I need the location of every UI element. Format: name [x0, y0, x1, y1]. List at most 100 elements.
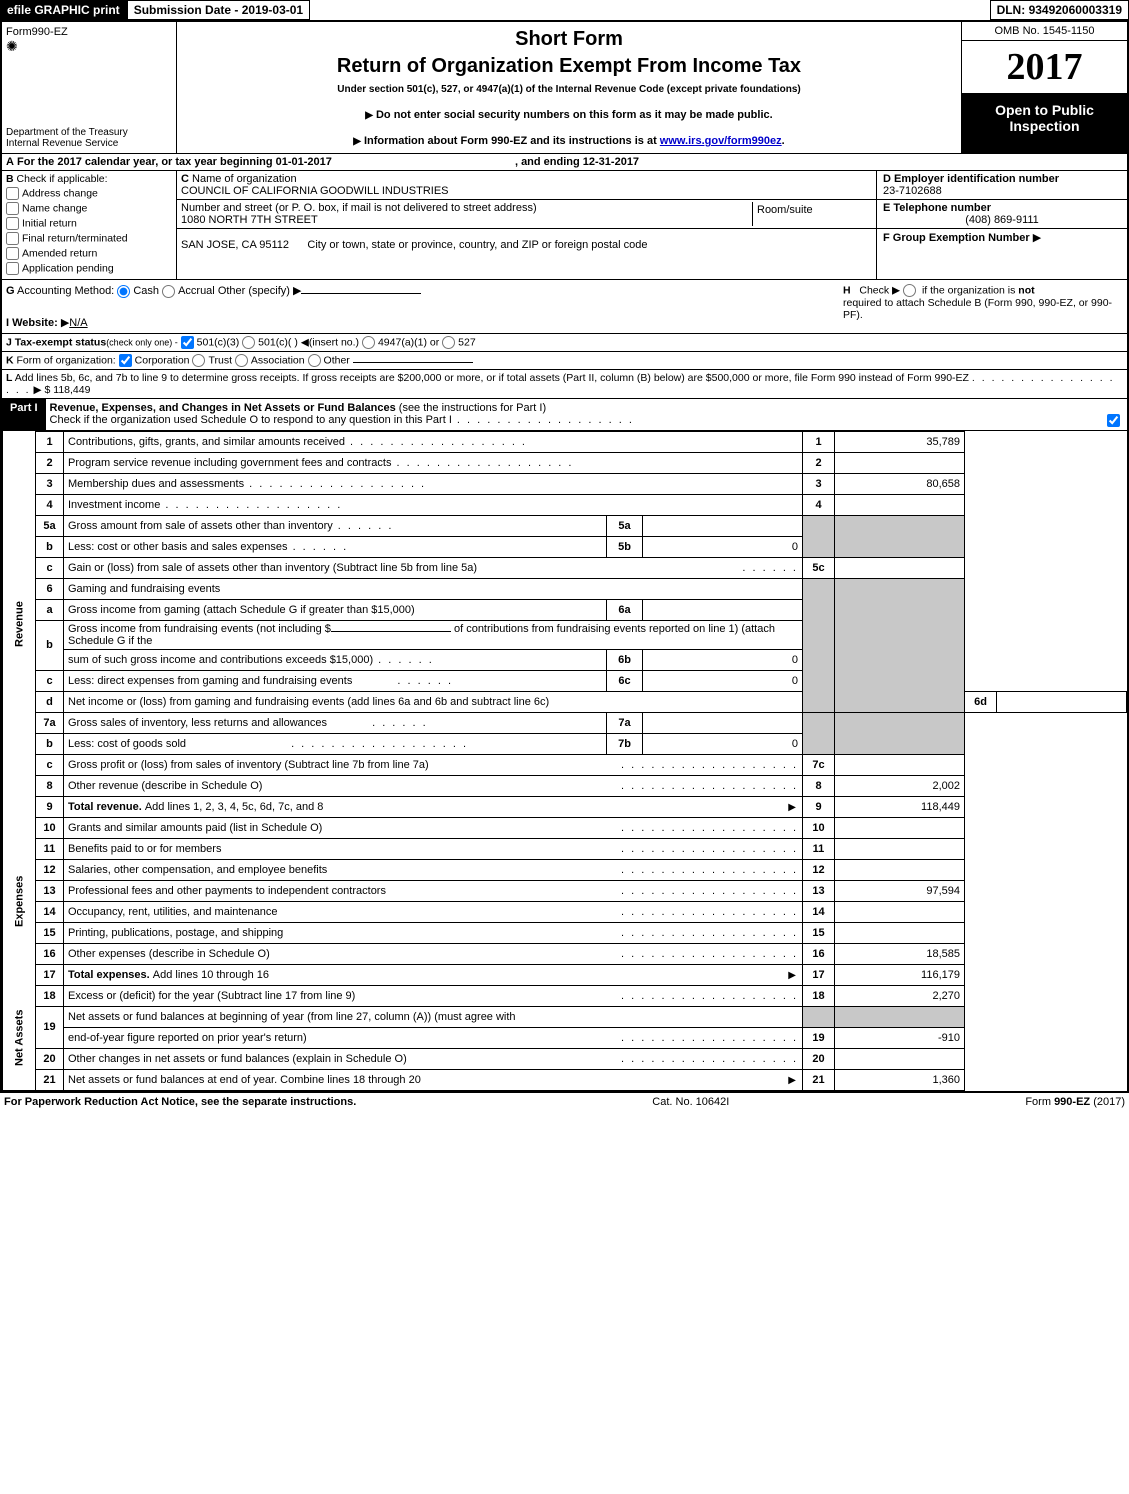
r1-ln: 1: [803, 431, 835, 452]
pra-notice: For Paperwork Reduction Act Notice, see …: [4, 1096, 356, 1108]
org-name: COUNCIL OF CALIFORNIA GOODWILL INDUSTRIE…: [181, 185, 449, 197]
501c-radio[interactable]: [242, 336, 255, 349]
other-line[interactable]: [353, 362, 473, 363]
row-13: 13 Professional fees and other payments …: [3, 880, 1127, 901]
r6-desc: Gaming and fundraising events: [64, 578, 803, 599]
org-city-row: SAN JOSE, CA 95112 City or town, state o…: [177, 229, 876, 253]
r7a-sn: 7a: [607, 712, 643, 733]
501c3-checkbox[interactable]: [181, 336, 194, 349]
efile-print-button[interactable]: efile GRAPHIC print: [0, 0, 127, 20]
r14-val: [835, 901, 965, 922]
r7b-sv: 0: [643, 733, 803, 754]
r4-num: 4: [36, 494, 64, 515]
irs-link[interactable]: www.irs.gov/form990ez: [660, 135, 782, 147]
footer-form-year: (2017): [1093, 1096, 1125, 1108]
r2-val: [835, 452, 965, 473]
r16-ln: 16: [803, 943, 835, 964]
r6b-blank[interactable]: [331, 631, 451, 632]
k-label: K: [6, 354, 14, 366]
name-change-checkbox[interactable]: [6, 202, 19, 215]
trust-radio[interactable]: [192, 354, 205, 367]
527-text: 527: [458, 336, 476, 348]
r5c-val: [835, 557, 965, 578]
app-pending-checkbox[interactable]: [6, 262, 19, 275]
527-radio[interactable]: [442, 336, 455, 349]
org-street-row: Number and street (or P. O. box, if mail…: [177, 200, 876, 229]
part1-title: Revenue, Expenses, and Changes in Net As…: [50, 402, 396, 414]
r6c-sv: 0: [643, 670, 803, 691]
ein-row: D Employer identification number 23-7102…: [877, 171, 1127, 200]
part1-checkbox[interactable]: [1107, 414, 1120, 427]
addr-change-text: Address change: [22, 187, 98, 199]
app-pending-label[interactable]: Application pending: [6, 262, 172, 275]
r18-num: 18: [36, 985, 64, 1006]
part1-label: Part I: [2, 399, 46, 430]
line-a-text: For the 2017 calendar year, or tax year …: [17, 156, 332, 168]
h-label: H: [843, 284, 851, 296]
addr-change-checkbox[interactable]: [6, 187, 19, 200]
title-short-form: Short Form: [183, 28, 955, 51]
4947-radio[interactable]: [362, 336, 375, 349]
page-footer: For Paperwork Reduction Act Notice, see …: [0, 1093, 1129, 1111]
final-return-checkbox[interactable]: [6, 232, 19, 245]
corp-checkbox[interactable]: [119, 354, 132, 367]
instruction-2: Information about Form 990-EZ and its in…: [183, 135, 955, 147]
other-specify-line[interactable]: [301, 293, 421, 294]
r12-ln: 12: [803, 859, 835, 880]
accrual-radio[interactable]: [162, 285, 175, 298]
form-prefix: Form: [6, 26, 32, 38]
header-left: Form990-EZ ✺ Department of the Treasury …: [2, 22, 177, 153]
final-return-label[interactable]: Final return/terminated: [6, 232, 172, 245]
initial-return-label[interactable]: Initial return: [6, 217, 172, 230]
row-15: 15 Printing, publications, postage, and …: [3, 922, 1127, 943]
r6b-desc3: sum of such gross income and contributio…: [64, 649, 607, 670]
row-8: 8 Other revenue (describe in Schedule O)…: [3, 775, 1127, 796]
cash-radio[interactable]: [117, 285, 130, 298]
r6-grey: [803, 578, 835, 712]
header-center: Short Form Return of Organization Exempt…: [177, 22, 962, 153]
r9-val: 118,449: [835, 796, 965, 817]
r19-num: 19: [36, 1006, 64, 1048]
r13-ln: 13: [803, 880, 835, 901]
l-label: L: [6, 372, 12, 384]
instruction-1: Do not enter social security numbers on …: [183, 109, 955, 121]
r15-val: [835, 922, 965, 943]
r12-val: [835, 859, 965, 880]
r7a-desc: Gross sales of inventory, less returns a…: [64, 712, 607, 733]
other-radio[interactable]: [308, 354, 321, 367]
r6d-desc: Net income or (loss) from gaming and fun…: [64, 691, 803, 712]
r9-desc2: Add lines 1, 2, 3, 4, 5c, 6d, 7c, and 8: [145, 801, 324, 813]
r5-grey-val: [835, 515, 965, 557]
r19-grey-val: [835, 1006, 965, 1027]
r20-num: 20: [36, 1048, 64, 1069]
h-radio[interactable]: [903, 284, 916, 297]
amended-return-checkbox[interactable]: [6, 247, 19, 260]
r21-desc: Net assets or fund balances at end of ye…: [64, 1069, 803, 1090]
d-column: D Employer identification number 23-7102…: [877, 171, 1127, 279]
gh-left: G Accounting Method: Cash Accrual Other …: [6, 284, 843, 329]
initial-return-checkbox[interactable]: [6, 217, 19, 230]
under-section-text: Under section 501(c), 527, or 4947(a)(1)…: [183, 84, 955, 95]
r5a-num: 5a: [36, 515, 64, 536]
amended-return-label[interactable]: Amended return: [6, 247, 172, 260]
k-line: K Form of organization: Corporation Trus…: [2, 352, 1127, 370]
r6d-num: d: [36, 691, 64, 712]
assoc-radio[interactable]: [235, 354, 248, 367]
r6a-sv: [643, 599, 803, 620]
footer-form-label: Form: [1025, 1096, 1051, 1108]
r5b-sv: 0: [643, 536, 803, 557]
row-10: Expenses 10 Grants and similar amounts p…: [3, 817, 1127, 838]
r19-desc1: Net assets or fund balances at beginning…: [64, 1006, 803, 1027]
r2-desc: Program service revenue including govern…: [64, 452, 803, 473]
addr-change-label[interactable]: Address change: [6, 187, 172, 200]
footer-form-num: 990-EZ: [1054, 1096, 1090, 1108]
check-column: B Check if applicable: Address change Na…: [2, 171, 177, 279]
row-11: 11 Benefits paid to or for members 11: [3, 838, 1127, 859]
initial-return-text: Initial return: [22, 217, 77, 229]
r6a-desc: Gross income from gaming (attach Schedul…: [64, 599, 607, 620]
r11-val: [835, 838, 965, 859]
name-change-label[interactable]: Name change: [6, 202, 172, 215]
row-7a: 7a Gross sales of inventory, less return…: [3, 712, 1127, 733]
r6c-sn: 6c: [607, 670, 643, 691]
r7b-desc: Less: cost of goods sold: [64, 733, 607, 754]
